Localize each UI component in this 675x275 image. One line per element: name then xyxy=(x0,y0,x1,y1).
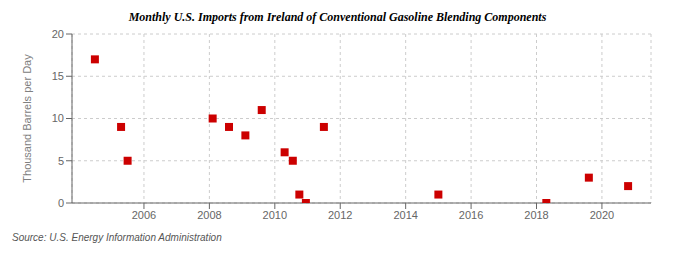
svg-text:15: 15 xyxy=(52,70,64,82)
svg-text:2008: 2008 xyxy=(197,209,221,221)
svg-text:2016: 2016 xyxy=(459,209,483,221)
svg-text:20: 20 xyxy=(52,28,64,40)
svg-text:2014: 2014 xyxy=(393,209,417,221)
svg-text:Thousand Barrels per Day: Thousand Barrels per Day xyxy=(21,54,33,183)
svg-text:2012: 2012 xyxy=(328,209,352,221)
svg-text:10: 10 xyxy=(52,112,64,124)
svg-text:2006: 2006 xyxy=(132,209,156,221)
svg-text:2018: 2018 xyxy=(524,209,548,221)
svg-text:0: 0 xyxy=(58,197,64,209)
html-text:Monthly U.S. Imports from Irel: Monthly U.S. Imports from Ireland of Con… xyxy=(128,10,547,24)
svg-text:2010: 2010 xyxy=(263,209,287,221)
html-text:Source: U.S. Energy Informatio: Source: U.S. Energy Information Administ… xyxy=(12,232,222,243)
svg-text:2020: 2020 xyxy=(590,209,614,221)
svg-text:5: 5 xyxy=(58,155,64,167)
